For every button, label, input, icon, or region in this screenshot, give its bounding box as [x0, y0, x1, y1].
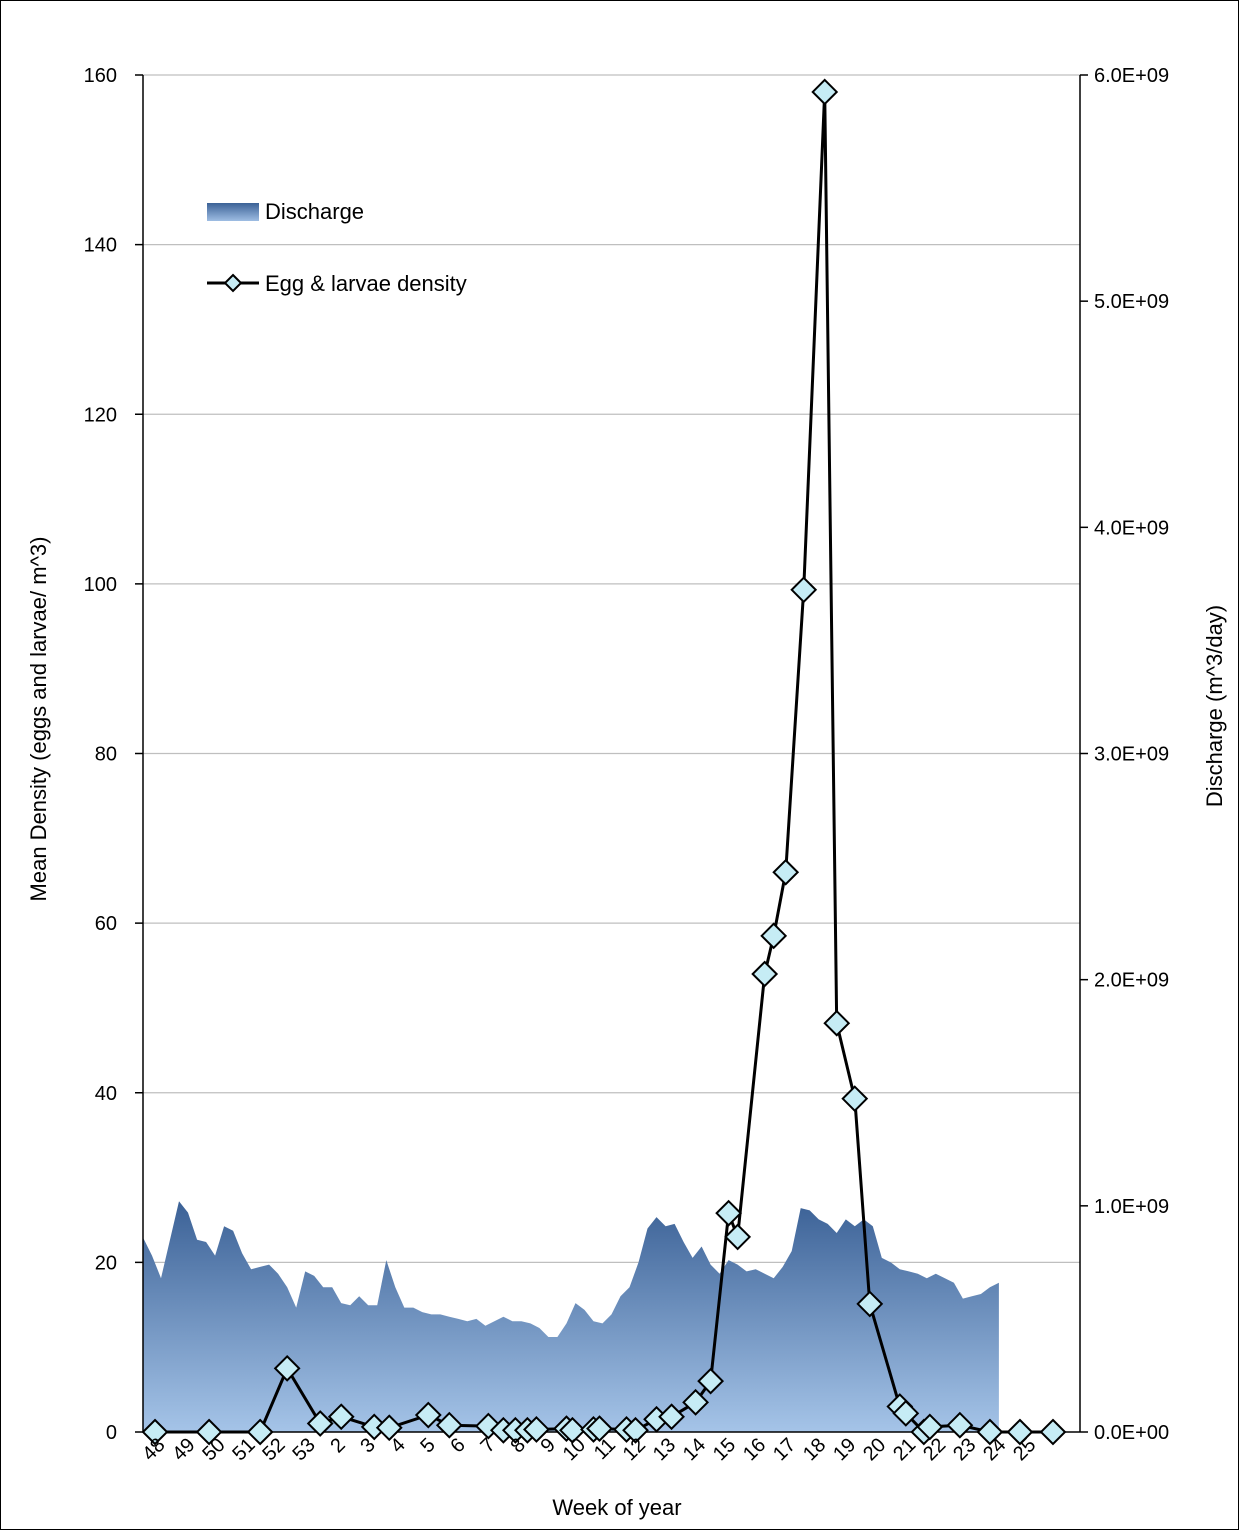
density-point-marker [790, 576, 818, 604]
y-left-tick-label: 80 [95, 744, 117, 766]
density-point-marker [976, 1418, 1004, 1446]
y-axis-label-left: Mean Density (eggs and larvae/ m^3) [26, 537, 51, 902]
y-left-tick-label: 60 [95, 913, 117, 935]
y-right-tick-label: 4.0E+09 [1094, 517, 1169, 539]
x-tick-label: 5 [416, 1434, 439, 1457]
density-point-marker [724, 1223, 752, 1251]
x-tick-label: 18 [799, 1434, 830, 1465]
density-point-marker [246, 1418, 274, 1446]
density-point-marker [273, 1354, 301, 1382]
density-point-marker [697, 1367, 725, 1395]
legend-discharge-swatch [207, 203, 259, 221]
x-tick-label: 19 [829, 1434, 860, 1465]
y-right-tick-label: 3.0E+09 [1094, 744, 1169, 766]
x-tick-label: 49 [168, 1434, 199, 1465]
discharge-area [143, 1201, 999, 1432]
x-tick-label: 14 [679, 1434, 710, 1465]
y-right-tick-label: 1.0E+09 [1094, 1196, 1169, 1218]
y-right-tick-label: 2.0E+09 [1094, 970, 1169, 992]
legend: Discharge Egg & larvae density [207, 199, 467, 296]
x-tick-label: 17 [769, 1434, 800, 1465]
density-point-marker [946, 1411, 974, 1439]
x-tick-label: 2 [326, 1434, 349, 1457]
y-left-tick-label: 0 [106, 1422, 117, 1444]
x-tick-label: 15 [709, 1434, 740, 1465]
x-tick-label: 4 [386, 1434, 409, 1457]
density-point-marker [811, 78, 839, 106]
density-point-marker [715, 1199, 743, 1227]
density-point-marker [751, 960, 779, 988]
x-tick-label: 23 [949, 1434, 980, 1465]
density-point-marker [856, 1290, 884, 1318]
y-left-tick-label: 40 [95, 1083, 117, 1105]
density-point-marker [1039, 1418, 1067, 1446]
legend-density-label: Egg & larvae density [265, 271, 467, 296]
x-tick-label: 21 [889, 1434, 920, 1465]
y-left-tick-label: 100 [84, 574, 117, 596]
x-tick-label: 48 [138, 1434, 169, 1465]
density-point-marker [772, 858, 800, 886]
density-point-marker [1006, 1418, 1034, 1446]
y-axis-label-right: Discharge (m^3/day) [1202, 605, 1227, 807]
x-axis-label: Week of year [552, 1495, 681, 1520]
x-tick-label: 16 [739, 1434, 770, 1465]
y-right-tick-label: 0.0E+00 [1094, 1422, 1169, 1444]
density-point-marker [916, 1413, 944, 1441]
y-right-tick-label: 6.0E+09 [1094, 65, 1169, 87]
density-point-marker [760, 922, 788, 950]
legend-discharge-label: Discharge [265, 199, 364, 224]
density-point-marker [435, 1411, 463, 1439]
x-tick-label: 13 [649, 1434, 680, 1465]
y-left-tick-label: 140 [84, 235, 117, 257]
density-point-marker [658, 1403, 685, 1431]
density-point-marker [375, 1414, 403, 1442]
density-point-marker [306, 1410, 334, 1437]
density-point-marker [523, 1416, 550, 1443]
density-point-marker [141, 1418, 169, 1446]
y-left-tick-label: 20 [95, 1252, 117, 1274]
x-tick-label: 9 [537, 1434, 560, 1457]
density-point-marker [559, 1416, 586, 1444]
x-tick-label: 53 [288, 1434, 319, 1465]
tick-labels: 0 20 40 60 80 100 120 140 160 0.0E+00 1.0E+09 2.0E+… [84, 65, 1169, 1465]
density-point-marker [327, 1403, 355, 1431]
x-tick-label: 20 [859, 1434, 890, 1465]
density-point-marker [841, 1085, 869, 1113]
density-point-marker [195, 1418, 223, 1446]
density-point-marker [414, 1401, 442, 1429]
density-point-marker [622, 1416, 649, 1444]
density-point-marker [682, 1388, 710, 1416]
legend-density-marker [223, 273, 243, 293]
density-point-marker [892, 1399, 920, 1427]
y-right-tick-label: 5.0E+09 [1094, 291, 1169, 313]
y-left-tick-label: 120 [84, 404, 117, 426]
x-tick-label: 6 [446, 1434, 469, 1457]
density-point-marker [823, 1009, 851, 1037]
density-point-marker [586, 1415, 613, 1443]
density-markers [141, 78, 1067, 1446]
gridlines [143, 74, 1080, 1264]
y-left-tick-label: 160 [84, 65, 117, 87]
discharge-area-layer [143, 1201, 999, 1432]
